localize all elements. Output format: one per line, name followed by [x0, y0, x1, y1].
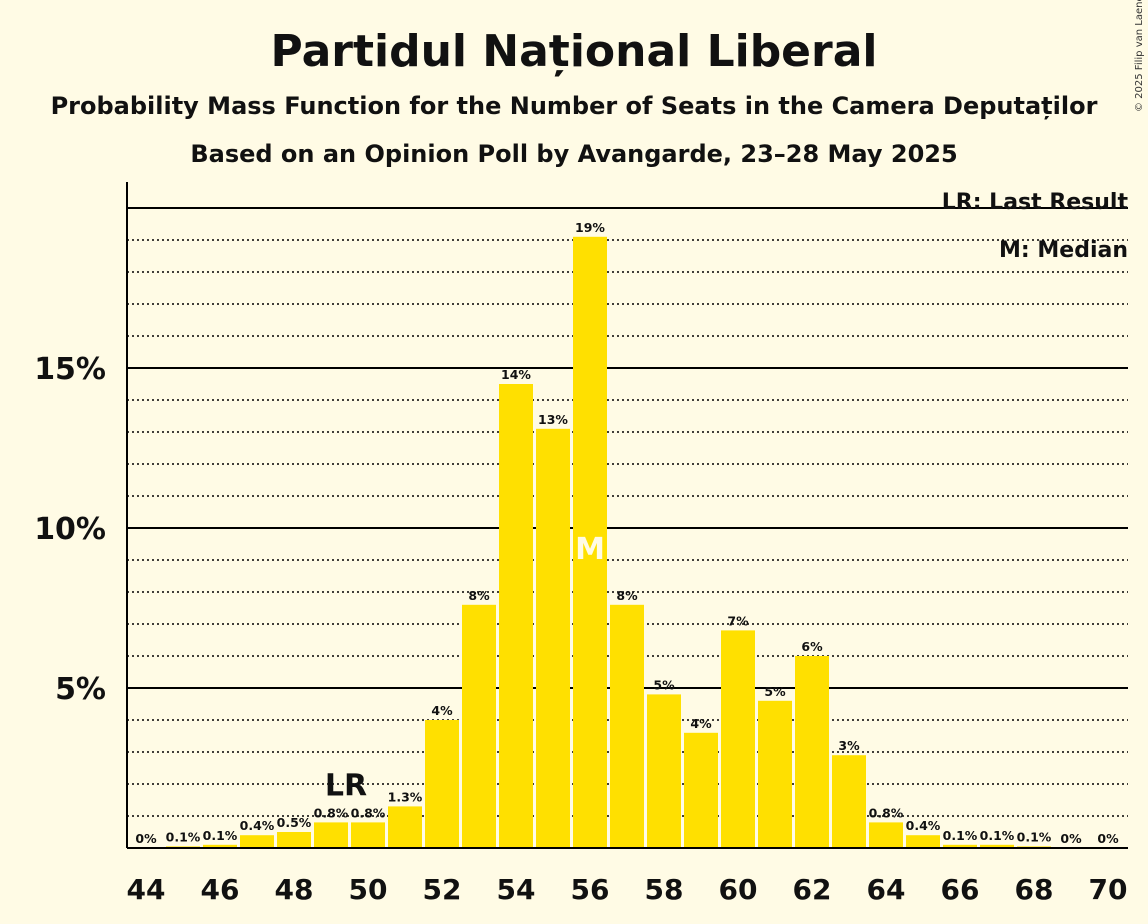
bar-seat-53 [462, 604, 496, 848]
bar-label-seat-70: 0% [1097, 831, 1119, 846]
bar-label-seat-65: 0.4% [906, 818, 941, 833]
bar-label-seat-55: 13% [538, 412, 568, 427]
x-tick-label-50: 50 [349, 873, 388, 906]
bar-seat-55 [536, 428, 570, 848]
x-tick-label-48: 48 [275, 873, 314, 906]
bar-label-seat-54: 14% [501, 367, 531, 382]
bar-seat-58 [647, 694, 681, 848]
legend-last-result: LR: Last Result [942, 190, 1129, 215]
x-tick-labels: 44 46 48 50 52 54 56 58 60 62 64 66 68 70 [127, 873, 1128, 906]
bar-seat-61 [758, 700, 792, 848]
bar-label-seat-50: 0.8% [351, 805, 386, 820]
x-tick-label-68: 68 [1015, 873, 1054, 906]
y-tick-label-10: 10% [34, 512, 106, 547]
bar-seat-49 [314, 822, 348, 848]
bar-label-seat-60: 7% [727, 613, 749, 628]
bar-label-seat-46: 0.1% [203, 828, 238, 843]
bar-seat-48 [277, 832, 311, 848]
bar-seat-54 [499, 384, 533, 848]
legend-median: M: Median [999, 238, 1128, 263]
bar-label-seat-44: 0% [135, 831, 157, 846]
bar-label-seat-51: 1.3% [388, 789, 423, 804]
bar-label-seat-69: 0% [1060, 831, 1082, 846]
bar-label-seat-68: 0.1% [1017, 829, 1052, 844]
bar-label-seat-62: 6% [801, 639, 823, 654]
bar-seat-64 [869, 822, 903, 848]
bar-seat-62 [795, 656, 829, 848]
x-tick-label-58: 58 [645, 873, 684, 906]
bar-label-seat-58: 5% [653, 677, 675, 692]
bar-seat-50 [351, 822, 385, 848]
bar-label-seat-63: 3% [838, 738, 860, 753]
bar-label-seat-56: 19% [575, 220, 605, 235]
y-tick-label-15: 15% [34, 352, 106, 387]
copyright-notice: © 2025 Filip van Laenen [1134, 0, 1145, 112]
x-tick-label-66: 66 [941, 873, 980, 906]
bar-label-seat-52: 4% [431, 703, 453, 718]
x-tick-label-60: 60 [719, 873, 758, 906]
bar-label-seat-66: 0.1% [943, 828, 978, 843]
bar-seat-65 [906, 835, 940, 848]
bar-label-seat-53: 8% [468, 588, 490, 603]
median-marker: M [575, 532, 605, 567]
chart-subtitle-source: Based on an Opinion Poll by Avangarde, 2… [190, 140, 957, 168]
bar-label-seat-47: 0.4% [240, 818, 275, 833]
chart-subtitle: Probability Mass Function for the Number… [51, 92, 1098, 120]
bar-label-seat-59: 4% [690, 716, 712, 731]
x-tick-label-46: 46 [201, 873, 240, 906]
bar-label-seat-48: 0.5% [277, 815, 312, 830]
bar-label-seat-67: 0.1% [980, 828, 1015, 843]
bar-seat-57 [610, 604, 644, 848]
axes [126, 182, 1128, 849]
bar-label-seat-61: 5% [764, 684, 786, 699]
x-tick-label-54: 54 [497, 873, 536, 906]
y-tick-label-5: 5% [55, 672, 106, 707]
x-tick-label-64: 64 [867, 873, 906, 906]
bars [166, 236, 1051, 849]
bar-seat-47 [240, 835, 274, 848]
bar-seat-66 [943, 844, 977, 848]
bar-seat-67 [980, 844, 1014, 848]
markers: M LR [325, 532, 605, 804]
bar-seat-56 [573, 236, 607, 849]
bar-seat-51 [388, 806, 422, 848]
chart-title: Partidul Național Liberal [271, 26, 878, 77]
bar-labels: 0% 0.1% 0.1%0.4% 0.5%0.8% 0.8%1.3%4%8%14%13%… [135, 220, 1119, 846]
bar-label-seat-64: 0.8% [869, 805, 904, 820]
y-tick-labels: 5% 10% 15% [34, 352, 106, 707]
bar-seat-60 [721, 630, 755, 848]
x-tick-label-44: 44 [127, 873, 166, 906]
x-tick-label-70: 70 [1089, 873, 1128, 906]
last-result-marker: LR [325, 768, 367, 803]
bar-seat-59 [684, 732, 718, 848]
bar-seat-52 [425, 720, 459, 848]
x-tick-label-62: 62 [793, 873, 832, 906]
bar-seat-46 [203, 844, 237, 848]
bar-seat-63 [832, 755, 866, 848]
grid-lines [127, 207, 1128, 817]
bar-label-seat-45: 0.1% [166, 829, 201, 844]
bar-label-seat-49: 0.8% [314, 805, 349, 820]
x-tick-label-52: 52 [423, 873, 462, 906]
x-tick-label-56: 56 [571, 873, 610, 906]
bar-label-seat-57: 8% [616, 588, 638, 603]
